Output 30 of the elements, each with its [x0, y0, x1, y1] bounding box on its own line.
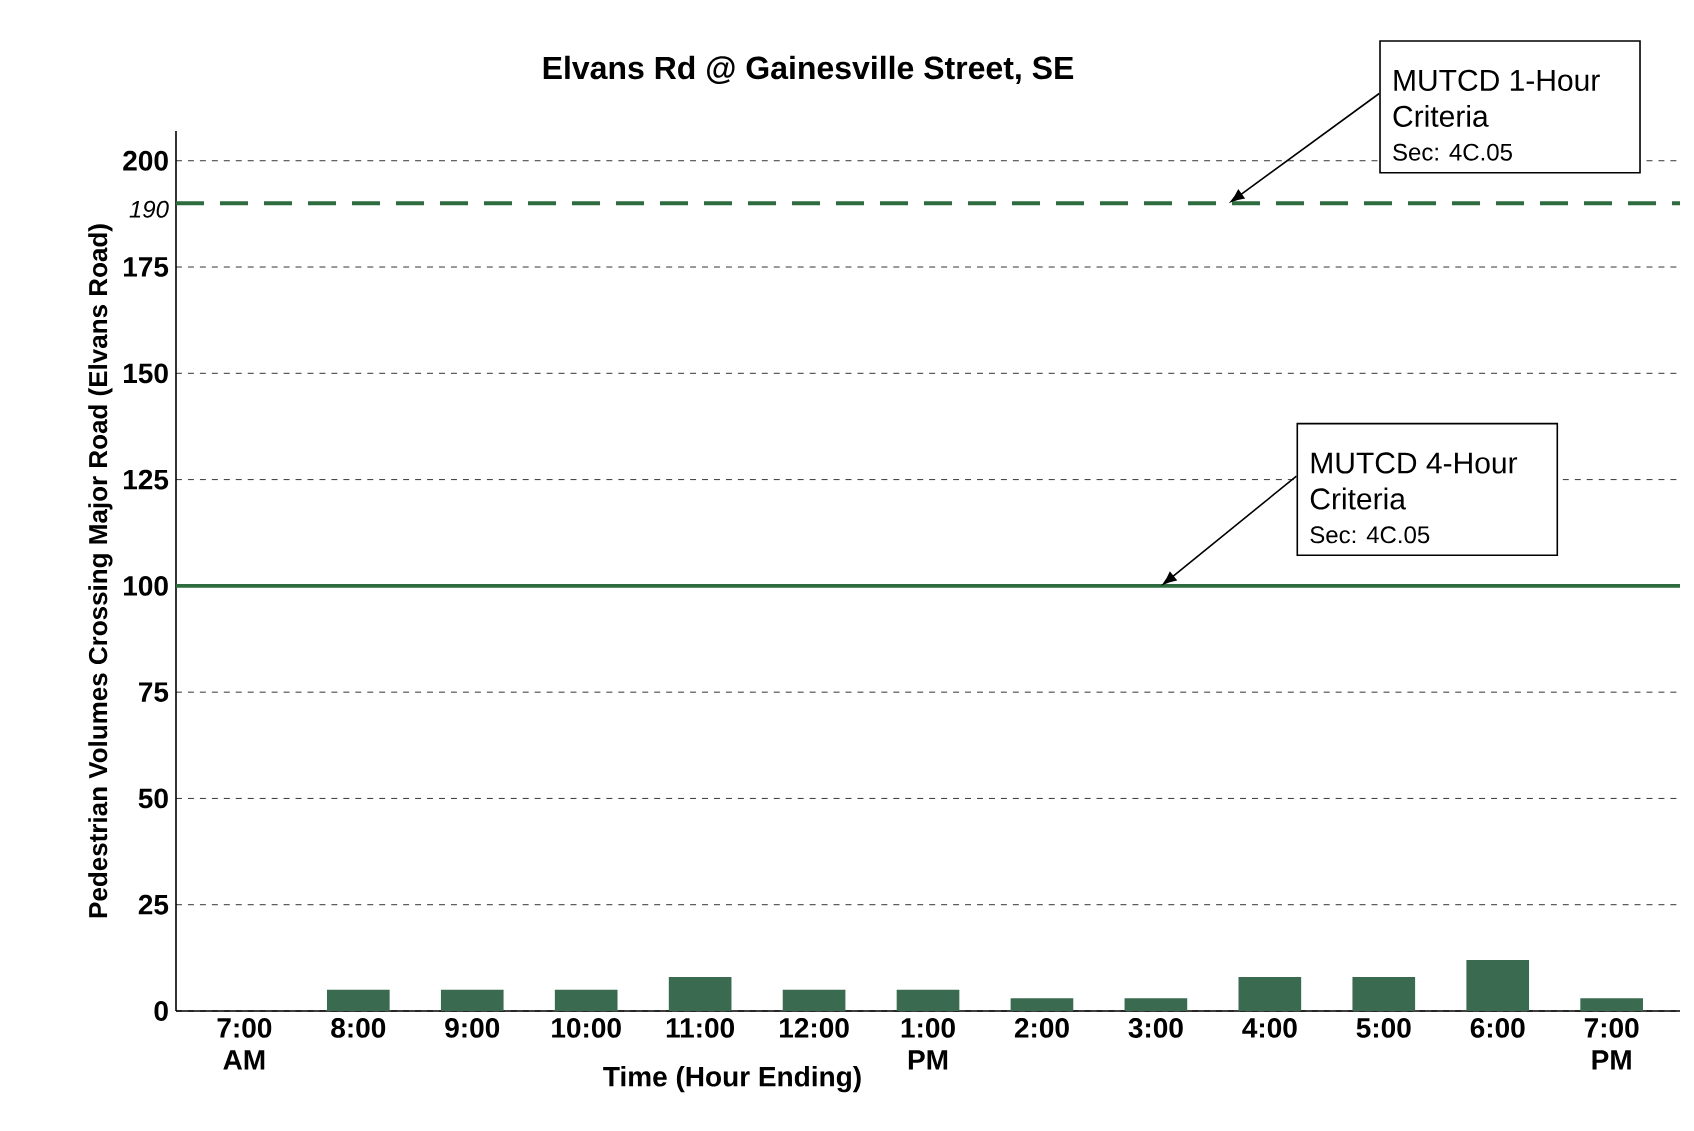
annotation: Sec: 4C.05 [1393, 143, 1512, 161]
y-tick-label: 150 [123, 363, 168, 384]
annotation: MUTCD 1-Hour Criteria [1393, 69, 1600, 127]
y-tick-label: 175 [123, 257, 169, 277]
chart-title: Elvans Rd @ Gainesville Street, SE [543, 55, 1074, 84]
y-tick-label: 0 [154, 1001, 168, 1021]
x-tick-label: 1:00 PM [901, 1018, 955, 1070]
y-tick-label: 125 [123, 469, 169, 490]
annotation: MUTCD 4-Hour Criteria [1310, 452, 1518, 510]
y-tick-label: 50 [138, 788, 168, 809]
x-tick-label: 4:00 [1242, 1018, 1297, 1038]
x-tick-label: 2:00 [1014, 1018, 1069, 1038]
x-tick-label: 5:00 [1356, 1018, 1411, 1038]
y-axis-title: Pedestrian Volumes Crossing Major Road (Elvans Road) [88, 224, 113, 918]
y-tick-label: 25 [138, 894, 169, 915]
y-tick-label: 75 [139, 682, 169, 702]
x-tick-label: 6:00 [1470, 1018, 1525, 1038]
x-tick-label: 9:00 [445, 1018, 500, 1038]
x-tick-label: 11:00 [666, 1018, 735, 1038]
x-tick-label: 12:00 [780, 1018, 849, 1038]
x-tick-label: 3:00 [1128, 1018, 1183, 1038]
x-tick-label: 10:00 [552, 1018, 621, 1038]
ref-line-label: 190 [129, 200, 169, 218]
x-axis-title: Time (Hour Ending) [603, 1066, 861, 1093]
x-tick-label: 8:00 [331, 1018, 386, 1038]
y-tick-label: 200 [123, 150, 168, 171]
x-tick-label: 7:00 AM [217, 1018, 272, 1070]
annotation: Sec: 4C.05 [1310, 526, 1430, 544]
x-tick-label: 7:00 PM [1584, 1018, 1639, 1070]
y-tick-label: 100 [123, 575, 168, 596]
